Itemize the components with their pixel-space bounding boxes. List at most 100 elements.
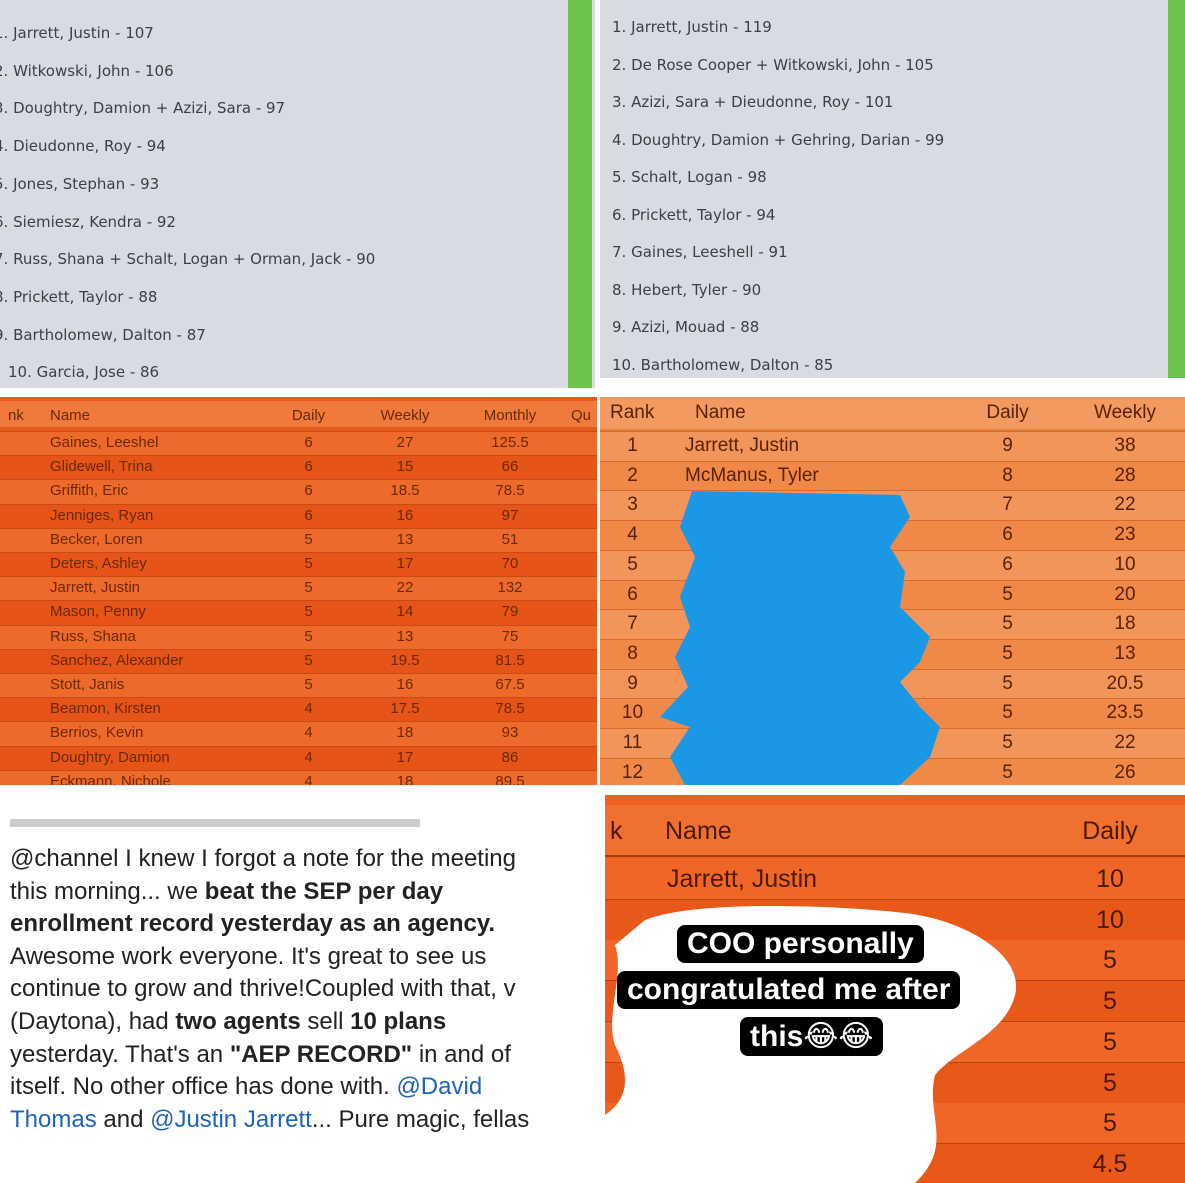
table-cell: 6 [1002, 524, 1013, 546]
header-cell: Name [665, 817, 732, 845]
caption-line: COO personally [677, 925, 924, 963]
table-cell: Griffith, Eric [50, 482, 129, 500]
table-cell: Mason, Penny [50, 603, 146, 621]
table-cell: 23.5 [1106, 702, 1144, 724]
table-cell: 81.5 [495, 651, 525, 669]
list-item: 10. Garcia, Jose - 86 [8, 363, 160, 382]
table-cell: 2 [627, 464, 638, 486]
table-cell: 20 [1114, 583, 1136, 605]
table-cell: 93 [501, 724, 519, 742]
table-cell: 17.5 [390, 700, 420, 718]
table-row [605, 859, 1185, 900]
table-cell: 70 [501, 555, 519, 572]
table-cell: McManus, Tyler [685, 464, 819, 486]
list-item: 8. Hebert, Tyler - 90 [612, 280, 762, 299]
list-item: 7. Gaines, Leeshell - 91 [612, 243, 788, 261]
spreadsheet-panel: Rank Name Daily Weekly 1 Jarrett, Justin 9 38 2 M… [600, 397, 1185, 785]
table-cell: 5 [304, 530, 313, 548]
table-cell: 5 [1103, 987, 1117, 1016]
message-line: (Daytona), had two agents sell 10 plans [10, 1006, 446, 1038]
table-cell: Gaines, Leeshel [50, 434, 159, 451]
header-cell: Name [695, 402, 746, 423]
table-cell: 6 [304, 458, 313, 476]
header-cell: Name [50, 407, 91, 424]
table-cell: 5 [1103, 946, 1117, 975]
table-cell: Jarrett, Justin [667, 865, 818, 893]
table-cell: 15 [396, 458, 414, 476]
table-cell: 16 [396, 506, 414, 524]
table-row [0, 624, 597, 650]
list-item: 5. Jones, Stephan - 93 [0, 174, 160, 193]
table-cell: Berrios, Kevin [50, 724, 144, 742]
table-cell: Sanchez, Alexander [50, 651, 184, 669]
message-line: enrollment record yesterday as an agency… [10, 908, 495, 940]
table-cell: 5 [1103, 1109, 1117, 1138]
table-cell: Deters, Ashley [50, 555, 147, 572]
table-cell: 6 [1002, 553, 1013, 575]
header-cell: Qu [570, 407, 591, 424]
table-row [0, 527, 597, 553]
table-cell: Eckmann, Nichole [50, 772, 171, 785]
message-text: ... Pure magic, fellas [311, 1105, 530, 1133]
table-cell: Becker, Loren [50, 530, 143, 548]
spreadsheet-panel: nk Name Daily Weekly Monthly Qu Gaines, Leeshe… [0, 397, 597, 785]
table-cell: 89.5 [495, 772, 525, 785]
list-item: 5. Schalt, Logan - 98 [612, 168, 767, 186]
caption-line: this😂😂 [740, 1017, 884, 1056]
table-row [0, 576, 597, 602]
table-cell: 9 [627, 672, 638, 694]
table-cell: 5 [304, 676, 313, 693]
table-cell: 5 [1103, 1027, 1117, 1056]
ranking-list-panel: 1. Jarrett, Justin - 119 2. De Rose Coope… [600, 0, 1185, 378]
overlay [660, 491, 940, 785]
table-cell: 17 [396, 748, 414, 766]
table-cell: 5 [304, 651, 313, 669]
table-row [0, 455, 597, 481]
caption-line: congratulated me after [617, 971, 961, 1009]
list-item: 7. Russ, Shana + Schalt, Logan + Orman, … [0, 250, 376, 269]
table-cell: 6 [304, 506, 313, 524]
table-cell: 13 [1114, 642, 1136, 664]
table-cell: 132 [497, 579, 523, 597]
table-cell: 8 [1002, 464, 1013, 486]
table-cell: 5 [1002, 732, 1013, 753]
message-text: in and of [412, 1040, 511, 1068]
table-row [0, 673, 597, 698]
table-cell: 66 [501, 458, 519, 476]
table-cell: 5 [304, 579, 313, 597]
message-line: Thomas and @Justin Jarrett... Pure magic… [10, 1104, 529, 1136]
ranking-list-panel: 1. Jarrett, Justin - 107 2. Witkowski, Jo… [0, 0, 595, 388]
header-cell: Daily [1082, 817, 1138, 845]
list-item: 6. Prickett, Taylor - 94 [612, 205, 776, 224]
table-cell: 9 [1002, 435, 1013, 456]
header-cell: Monthly [483, 407, 537, 424]
table-cell: 10 [1096, 865, 1124, 893]
table-row [600, 460, 1185, 491]
table-cell: 11 [622, 732, 643, 753]
table-row [0, 552, 597, 577]
table-cell: 8 [627, 642, 638, 664]
table-cell: 5 [627, 553, 638, 575]
table-cell: 4 [304, 724, 313, 742]
list-item: 2. De Rose Cooper + Witkowski, John - 10… [612, 55, 934, 74]
list-item: 3. Azizi, Sara + Dieudonne, Roy - 101 [612, 93, 894, 111]
table-cell: 67.5 [495, 676, 525, 693]
header-cell: Daily [291, 407, 326, 424]
table-cell: 26 [1114, 761, 1136, 783]
header-cell: k [610, 817, 623, 845]
table-cell: 13 [396, 530, 414, 548]
mention-link: @Justin Jarrett [150, 1105, 312, 1133]
message-line: yesterday. That's an "AEP RECORD" in and… [10, 1039, 511, 1071]
table-cell: Russ, Shana [50, 627, 136, 645]
list-item: 2. Witkowski, John - 106 [0, 61, 174, 80]
table-cell: 28 [1114, 464, 1136, 486]
table-row [0, 721, 597, 747]
table-cell: 6 [304, 434, 313, 451]
table-row [600, 431, 1185, 461]
table-cell: 18 [1114, 613, 1136, 635]
table-row [0, 503, 597, 529]
green-strip [568, 0, 592, 388]
table-cell: 18 [396, 724, 414, 742]
message-text: beat the SEP per day [204, 877, 444, 905]
